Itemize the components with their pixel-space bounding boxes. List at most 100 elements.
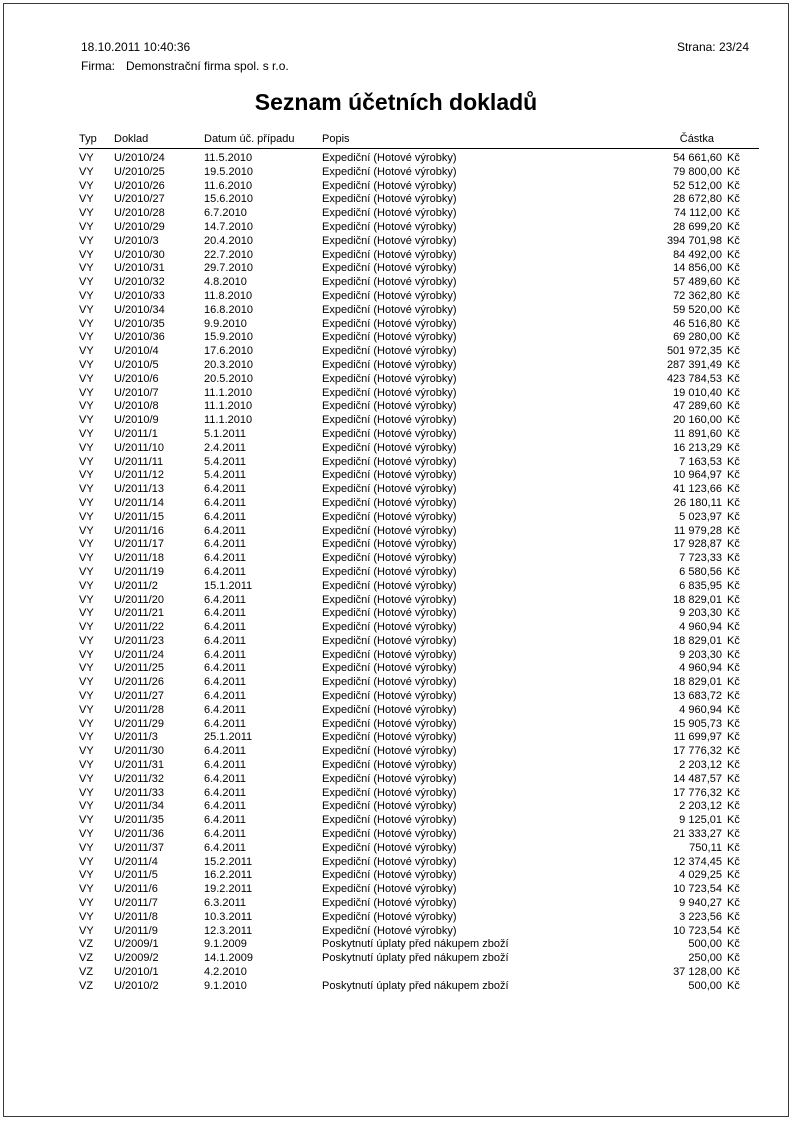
cell-datum: 20.4.2010 xyxy=(204,234,253,247)
cell-castka: 18 829,01 xyxy=(673,676,722,689)
cell-currency: Kč xyxy=(727,276,740,289)
cell-currency: Kč xyxy=(727,427,740,440)
cell-doklad: U/2010/33 xyxy=(114,289,165,302)
cell-popis: Expediční (Hotové výrobky) xyxy=(322,289,457,302)
cell-doklad: U/2010/7 xyxy=(114,386,159,399)
cell-datum: 6.4.2011 xyxy=(204,648,247,661)
table-row: VZ U/2009/2 14.1.2009 Poskytnutí úplaty pře… xyxy=(79,952,759,966)
table-row: VY U/2011/12 5.4.2011 Expediční (Hotové výr… xyxy=(79,469,759,483)
table-row: VY U/2011/19 6.4.2011 Expediční (Hotové výr… xyxy=(79,566,759,580)
cell-doklad: U/2009/2 xyxy=(114,952,159,965)
cell-typ: VY xyxy=(79,427,94,440)
cell-doklad: U/2011/6 xyxy=(114,883,158,896)
cell-currency: Kč xyxy=(727,731,740,744)
cell-castka: 6 580,56 xyxy=(679,565,722,578)
cell-doklad: U/2011/19 xyxy=(114,565,164,578)
cell-castka: 4 960,94 xyxy=(679,703,722,716)
cell-popis: Expediční (Hotové výrobky) xyxy=(322,207,457,220)
documents-table: Typ Doklad Datum úč. případu Popis Částk… xyxy=(79,132,759,994)
cell-typ: VY xyxy=(79,717,94,730)
table-row: VY U/2011/1 5.1.2011 Expediční (Hotové výro… xyxy=(79,428,759,442)
cell-castka: 20 160,00 xyxy=(673,414,722,427)
table-row: VY U/2011/11 5.4.2011 Expediční (Hotové výr… xyxy=(79,456,759,470)
cell-currency: Kč xyxy=(727,455,740,468)
cell-doklad: U/2011/11 xyxy=(114,455,164,468)
cell-datum: 6.4.2011 xyxy=(204,524,247,537)
cell-typ: VY xyxy=(79,262,94,275)
cell-doklad: U/2011/28 xyxy=(114,703,164,716)
cell-datum: 19.2.2011 xyxy=(204,883,253,896)
cell-typ: VY xyxy=(79,317,94,330)
cell-typ: VY xyxy=(79,165,94,178)
cell-doklad: U/2011/36 xyxy=(114,828,164,841)
table-row: VY U/2010/34 16.8.2010 Expediční (Hotové vý… xyxy=(79,304,759,318)
print-datetime: 18.10.2011 10:40:36 xyxy=(81,40,191,54)
cell-castka: 10 964,97 xyxy=(673,469,722,482)
cell-popis: Expediční (Hotové výrobky) xyxy=(322,579,457,592)
cell-currency: Kč xyxy=(727,717,740,730)
cell-doklad: U/2010/27 xyxy=(114,193,165,206)
cell-popis: Expediční (Hotové výrobky) xyxy=(322,910,457,923)
table-row: VY U/2011/7 6.3.2011 Expediční (Hotové výro… xyxy=(79,897,759,911)
cell-popis: Expediční (Hotové výrobky) xyxy=(322,276,457,289)
table-row: VY U/2010/8 11.1.2010 Expediční (Hotové výr… xyxy=(79,400,759,414)
cell-castka: 9 203,30 xyxy=(679,607,722,620)
cell-typ: VY xyxy=(79,579,94,592)
cell-castka: 4 029,25 xyxy=(679,869,722,882)
cell-typ: VY xyxy=(79,841,94,854)
cell-datum: 6.4.2011 xyxy=(204,841,247,854)
cell-doklad: U/2009/1 xyxy=(114,938,159,951)
cell-typ: VY xyxy=(79,634,94,647)
cell-popis: Expediční (Hotové výrobky) xyxy=(322,441,457,454)
cell-popis: Expediční (Hotové výrobky) xyxy=(322,800,457,813)
cell-currency: Kč xyxy=(727,676,740,689)
cell-datum: 6.4.2011 xyxy=(204,703,247,716)
cell-doklad: U/2011/8 xyxy=(114,910,158,923)
cell-popis: Expediční (Hotové výrobky) xyxy=(322,220,457,233)
cell-currency: Kč xyxy=(727,152,740,164)
cell-typ: VY xyxy=(79,524,94,537)
table-row: VY U/2011/30 6.4.2011 Expediční (Hotové výr… xyxy=(79,745,759,759)
cell-typ: VY xyxy=(79,248,94,261)
cell-typ: VY xyxy=(79,207,94,220)
cell-datum: 11.1.2010 xyxy=(204,386,253,399)
cell-typ: VY xyxy=(79,897,94,910)
cell-popis: Expediční (Hotové výrobky) xyxy=(322,648,457,661)
cell-datum: 16.8.2010 xyxy=(204,303,253,316)
table-row: VY U/2010/25 19.5.2010 Expediční (Hotové vý… xyxy=(79,166,759,180)
table-row: VY U/2011/3 25.1.2011 Expediční (Hotové výr… xyxy=(79,731,759,745)
cell-datum: 6.4.2011 xyxy=(204,483,247,496)
table-row: VY U/2010/9 11.1.2010 Expediční (Hotové výr… xyxy=(79,414,759,428)
cell-typ: VY xyxy=(79,772,94,785)
col-header-typ: Typ xyxy=(79,133,97,145)
cell-currency: Kč xyxy=(727,400,740,413)
cell-datum: 6.7.2010 xyxy=(204,207,247,220)
cell-castka: 28 672,80 xyxy=(673,193,722,206)
cell-popis: Expediční (Hotové výrobky) xyxy=(322,897,457,910)
cell-datum: 6.4.2011 xyxy=(204,496,247,509)
table-row: VY U/2011/32 6.4.2011 Expediční (Hotové výr… xyxy=(79,773,759,787)
cell-datum: 5.1.2011 xyxy=(204,427,247,440)
table-row: VZ U/2010/2 9.1.2010 Poskytnutí úplaty před… xyxy=(79,980,759,994)
cell-currency: Kč xyxy=(727,634,740,647)
cell-datum: 6.4.2011 xyxy=(204,593,247,606)
cell-castka: 13 683,72 xyxy=(673,690,722,703)
cell-currency: Kč xyxy=(727,593,740,606)
cell-popis: Expediční (Hotové výrobky) xyxy=(322,621,457,634)
table-row: VY U/2010/36 15.9.2010 Expediční (Hotové vý… xyxy=(79,331,759,345)
cell-castka: 46 516,80 xyxy=(673,317,722,330)
table-row: VY U/2011/23 6.4.2011 Expediční (Hotové výr… xyxy=(79,635,759,649)
table-row: VY U/2011/4 15.2.2011 Expediční (Hotové výr… xyxy=(79,856,759,870)
cell-datum: 6.4.2011 xyxy=(204,538,247,551)
cell-datum: 11.1.2010 xyxy=(204,400,253,413)
cell-castka: 21 333,27 xyxy=(673,828,722,841)
cell-castka: 52 512,00 xyxy=(673,179,722,192)
cell-currency: Kč xyxy=(727,234,740,247)
cell-popis: Expediční (Hotové výrobky) xyxy=(322,855,457,868)
cell-doklad: U/2010/5 xyxy=(114,358,159,371)
table-row: VY U/2011/20 6.4.2011 Expediční (Hotové výr… xyxy=(79,594,759,608)
cell-popis: Expediční (Hotové výrobky) xyxy=(322,152,457,164)
table-row: VY U/2011/24 6.4.2011 Expediční (Hotové výr… xyxy=(79,649,759,663)
cell-datum: 6.4.2011 xyxy=(204,690,247,703)
cell-typ: VY xyxy=(79,220,94,233)
